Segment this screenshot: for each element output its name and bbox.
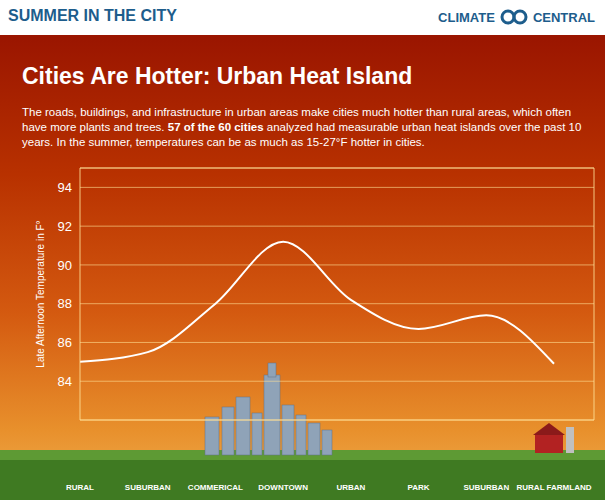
svg-text:94: 94: [58, 180, 72, 195]
svg-text:PARK: PARK: [408, 483, 430, 492]
svg-text:92: 92: [58, 219, 72, 234]
svg-text:90: 90: [58, 258, 72, 273]
html-text:CENTRAL: CENTRAL: [532, 9, 595, 25]
html-text:SUMMER IN THE CITY: SUMMER IN THE CITY: [8, 7, 177, 24]
svg-text:SUBURBAN: SUBURBAN: [463, 483, 509, 492]
svg-text:RURAL FARMLAND: RURAL FARMLAND: [517, 483, 592, 492]
svg-text:RURAL: RURAL: [66, 483, 94, 492]
svg-text:84: 84: [58, 374, 72, 389]
svg-text:COMMERICAL: COMMERICAL: [188, 483, 243, 492]
svg-text:URBAN: URBAN: [336, 483, 365, 492]
svg-text:88: 88: [58, 296, 72, 311]
svg-text:86: 86: [58, 335, 72, 350]
html-text:The roads, buildings, and infr: The roads, buildings, and infrastructure…: [22, 106, 582, 148]
html-text:CLIMATE: CLIMATE: [438, 9, 495, 25]
html-text:Cities Are Hotter: Urban Heat: Cities Are Hotter: Urban Heat Island: [22, 63, 413, 89]
svg-text:DOWNTOWN: DOWNTOWN: [258, 483, 308, 492]
svg-text:Late Afternoon Temperature in: Late Afternoon Temperature in F°: [35, 220, 46, 367]
svg-text:SUBURBAN: SUBURBAN: [125, 483, 171, 492]
